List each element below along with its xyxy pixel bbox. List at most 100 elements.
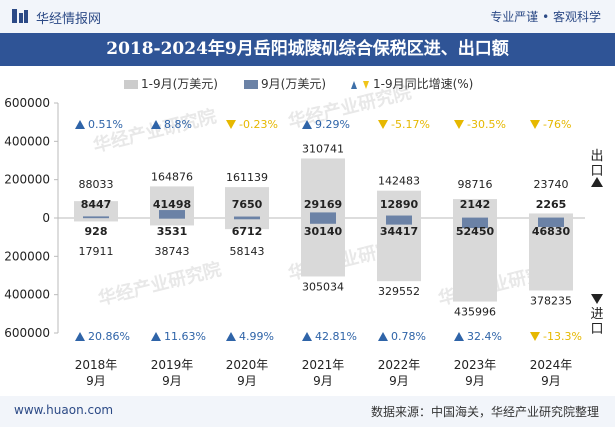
bar-import-ytd [225,218,269,230]
growth-import-label: 4.99% [239,330,274,343]
slogan: 专业严谨 • 客观科学 [490,10,601,24]
growth-export-label: -5.17% [391,118,430,131]
x-tick-label-year: 2023年 [454,358,497,372]
growth-export-label: 9.29% [315,118,350,131]
bar-import-month [462,218,488,229]
label-export-ytd: 164876 [151,170,193,183]
label-export-ytd: 98716 [458,178,493,191]
legend-up-triangle [351,81,357,89]
label-import-month: 928 [85,225,108,238]
label-import-ytd: 378235 [530,294,572,307]
label-export-month: 12890 [380,198,419,211]
label-import-ytd: 435996 [454,306,496,319]
label-export-month: 41498 [153,198,191,211]
chart-title: 2018-2024年9月岳阳城陵矶综合保税区进、出口额 [106,39,509,59]
bar-import-month [159,218,185,219]
label-import-ytd: 38743 [155,245,190,258]
label-export-ytd: 88033 [79,178,114,191]
label-import-ytd: 17911 [79,245,114,258]
bar-export-month [386,215,412,218]
watermark-text: 华经产业研究院 [96,258,224,310]
bar-export-ytd [529,213,573,218]
title-bar: 2018-2024年9月岳阳城陵矶综合保税区进、出口额 [0,33,615,66]
bar-export-month [83,216,109,218]
side-label-export-char: 出 [590,149,603,164]
side-label-import-char: 进 [590,307,603,322]
growth-up-icon [302,120,312,129]
bar-import-ytd [74,218,118,222]
y-tick-label: 200000 [4,249,50,263]
legend-swatch-month [244,80,258,89]
label-import-ytd: 329552 [378,285,420,298]
label-export-ytd: 310741 [302,142,344,155]
bar-export-ytd [301,158,345,218]
legend-down-triangle [363,81,369,89]
growth-export-label: 0.51% [88,118,123,131]
growth-up-icon [226,332,236,341]
label-import-month: 52450 [456,225,495,238]
growth-export-label: -30.5% [467,118,506,131]
growth-down-icon [226,120,236,129]
site-url: www.huaon.com [14,403,114,417]
x-tick-label-month: 9月 [313,374,333,388]
label-import-month: 3531 [157,225,188,238]
bar-import-month [234,218,260,220]
y-tick-label: 400000 [4,134,50,148]
growth-import-label: 11.63% [164,330,206,343]
label-export-month: 29169 [304,198,342,211]
growth-down-icon [530,332,540,341]
bar-import-month [310,218,336,224]
label-export-month: 2265 [536,198,567,211]
bar-import-month [386,218,412,225]
label-export-ytd: 23740 [534,178,569,191]
growth-import-label: 0.78% [391,330,426,343]
legend-label-growth: 1-9月同比增速(%) [373,77,473,91]
x-tick-label-year: 2024年 [530,358,573,372]
legend-label-month: 9月(万美元) [261,77,326,91]
export-up-arrow-icon [591,177,603,187]
label-export-month: 2142 [460,198,491,211]
x-tick-label-year: 2019年 [151,358,194,372]
label-import-month: 6712 [232,225,263,238]
growth-import-label: -13.3% [543,330,582,343]
x-tick-label-month: 9月 [541,374,561,388]
top-bar: 华经情报网 专业严谨 • 客观科学 [0,0,615,33]
bar-export-ytd [225,187,269,218]
growth-up-icon [378,332,388,341]
label-export-month: 8447 [81,198,112,211]
bar-export-month [234,216,260,218]
label-import-month: 46830 [532,225,571,238]
label-export-ytd: 142483 [378,175,420,188]
legend-label-ytd: 1-9月(万美元) [141,77,218,91]
growth-up-icon [75,332,85,341]
x-tick-label-month: 9月 [465,374,485,388]
x-tick-label-year: 2021年 [302,358,345,372]
import-down-arrow-icon [591,294,603,304]
label-import-month: 34417 [380,225,418,238]
growth-down-icon [530,120,540,129]
y-tick-label: 200000 [4,173,50,187]
brand-name: 华经情报网 [36,12,102,27]
logo-icon [12,9,28,23]
label-export-month: 7650 [232,198,263,211]
growth-up-icon [151,332,161,341]
legend-swatch-ytd [124,80,138,89]
side-label-export-char: 口 [590,164,603,179]
growth-export-label: -0.23% [239,118,278,131]
label-export-ytd: 161139 [226,171,268,184]
x-tick-label-month: 9月 [86,374,106,388]
label-import-ytd: 58143 [230,245,265,258]
data-source: 数据来源：中国海关，华经产业研究院整理 [370,405,599,419]
label-import-ytd: 305034 [302,280,344,293]
growth-export-label: 8.8% [164,118,192,131]
bar-import-ytd [453,218,497,302]
bar-export-month [159,210,185,218]
bar-import-ytd [150,218,194,226]
x-tick-label-month: 9月 [237,374,257,388]
y-tick-label: 400000 [4,288,50,302]
footer: www.huaon.com 数据来源：中国海关，华经产业研究院整理 [0,396,615,427]
growth-export-label: -76% [543,118,571,131]
growth-up-icon [454,332,464,341]
bar-export-ytd [377,190,421,218]
